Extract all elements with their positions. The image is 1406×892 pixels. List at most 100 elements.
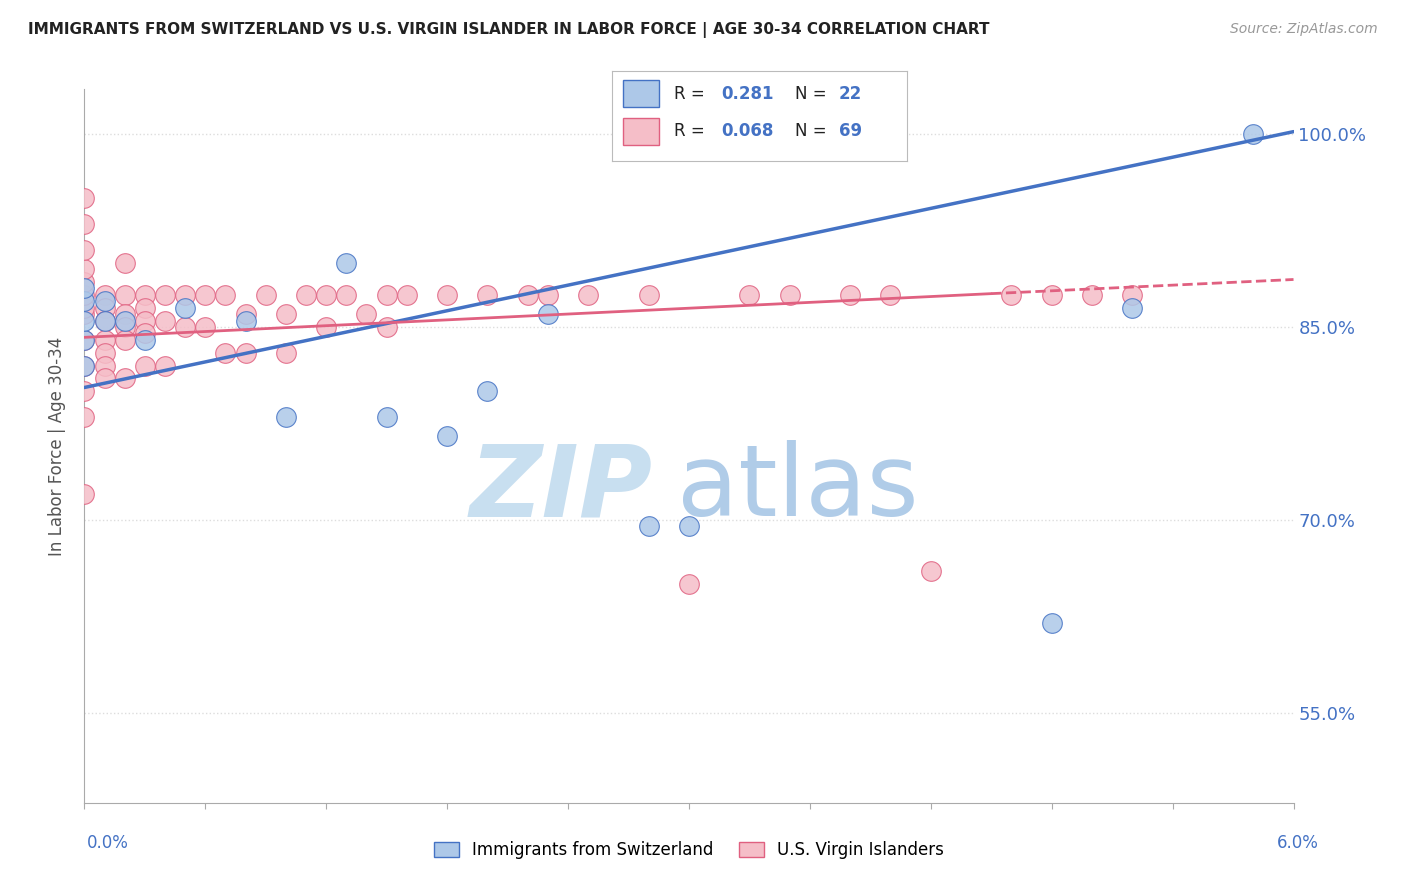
Point: [153, 288, 176, 302]
Point: [356, 307, 378, 321]
Point: [779, 288, 801, 302]
Point: [214, 345, 236, 359]
Point: [114, 307, 136, 321]
Text: N =: N =: [794, 85, 831, 103]
Bar: [623, 118, 659, 145]
Text: 0.281: 0.281: [721, 85, 773, 103]
Point: [73, 288, 96, 302]
Legend: Immigrants from Switzerland, U.S. Virgin Islanders: Immigrants from Switzerland, U.S. Virgin…: [427, 835, 950, 866]
Point: [335, 256, 357, 270]
Text: 6.0%: 6.0%: [1277, 834, 1319, 852]
Point: [73, 217, 96, 231]
Point: [134, 326, 156, 341]
Text: ZIP: ZIP: [470, 441, 652, 537]
Point: [73, 307, 96, 321]
Point: [174, 301, 197, 315]
Point: [214, 288, 236, 302]
Point: [637, 288, 659, 302]
Point: [1000, 288, 1022, 302]
Point: [73, 281, 96, 295]
Point: [114, 333, 136, 347]
Point: [93, 359, 115, 373]
Point: [235, 345, 257, 359]
Point: [1121, 288, 1143, 302]
Point: [73, 313, 96, 327]
Bar: [623, 80, 659, 107]
Point: [114, 288, 136, 302]
Point: [153, 359, 176, 373]
Text: 0.0%: 0.0%: [87, 834, 129, 852]
Point: [315, 288, 337, 302]
Point: [375, 288, 398, 302]
Point: [194, 320, 217, 334]
Text: R =: R =: [673, 85, 710, 103]
Point: [295, 288, 318, 302]
Point: [920, 565, 942, 579]
Point: [1121, 301, 1143, 315]
Point: [1040, 615, 1063, 630]
Point: [235, 313, 257, 327]
Point: [1081, 288, 1104, 302]
Point: [879, 288, 901, 302]
Point: [235, 307, 257, 321]
Point: [274, 307, 297, 321]
Point: [73, 384, 96, 399]
Point: [194, 288, 217, 302]
Point: [93, 333, 115, 347]
Text: R =: R =: [673, 122, 710, 140]
Point: [274, 345, 297, 359]
Point: [73, 333, 96, 347]
Point: [153, 313, 176, 327]
Text: N =: N =: [794, 122, 831, 140]
Point: [537, 307, 560, 321]
Point: [174, 288, 197, 302]
Point: [678, 577, 700, 591]
Point: [93, 294, 115, 309]
Point: [93, 288, 115, 302]
Point: [477, 288, 499, 302]
Point: [436, 429, 458, 443]
Point: [73, 301, 96, 315]
Point: [134, 301, 156, 315]
Text: 69: 69: [839, 122, 862, 140]
Point: [134, 313, 156, 327]
Point: [73, 410, 96, 425]
Text: IMMIGRANTS FROM SWITZERLAND VS U.S. VIRGIN ISLANDER IN LABOR FORCE | AGE 30-34 C: IMMIGRANTS FROM SWITZERLAND VS U.S. VIRG…: [28, 22, 990, 38]
Point: [93, 345, 115, 359]
Point: [73, 333, 96, 347]
Point: [516, 288, 538, 302]
Point: [335, 288, 357, 302]
Point: [93, 313, 115, 327]
Text: Source: ZipAtlas.com: Source: ZipAtlas.com: [1230, 22, 1378, 37]
Point: [114, 313, 136, 327]
Point: [1040, 288, 1063, 302]
Point: [1241, 127, 1264, 141]
Point: [576, 288, 599, 302]
Point: [134, 359, 156, 373]
Point: [678, 519, 700, 533]
Point: [254, 288, 277, 302]
Point: [436, 288, 458, 302]
Point: [114, 371, 136, 385]
Point: [315, 320, 337, 334]
Point: [73, 359, 96, 373]
Text: 22: 22: [839, 85, 862, 103]
Point: [537, 288, 560, 302]
Point: [477, 384, 499, 399]
Point: [134, 333, 156, 347]
Point: [73, 275, 96, 289]
Point: [839, 288, 862, 302]
Point: [274, 410, 297, 425]
Point: [375, 320, 398, 334]
Point: [73, 294, 96, 309]
Point: [114, 320, 136, 334]
Point: [73, 487, 96, 501]
Point: [93, 301, 115, 315]
Point: [73, 262, 96, 277]
Point: [134, 288, 156, 302]
Point: [114, 256, 136, 270]
Point: [375, 410, 398, 425]
Point: [73, 359, 96, 373]
Point: [73, 192, 96, 206]
Point: [174, 320, 197, 334]
